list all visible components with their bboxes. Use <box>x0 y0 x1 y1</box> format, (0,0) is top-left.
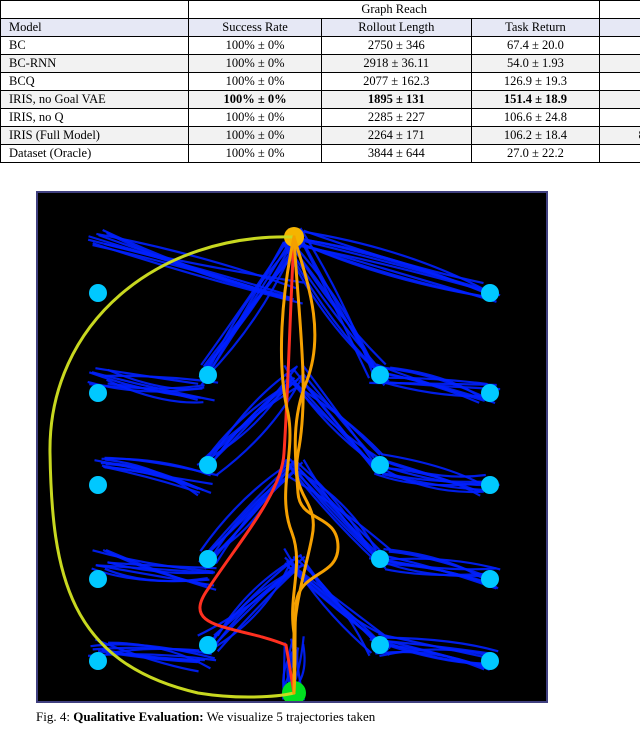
col-model: Model <box>1 19 189 37</box>
col-rollout-length: Rollout Length <box>321 19 471 37</box>
table-row: BC-RNN100% ± 0%2918 ± 36.1154.0 ± 1.9316… <box>1 55 640 73</box>
cell-tr: 27.0 ± 22.2 <box>471 145 599 163</box>
table-row: BC100% ± 0%2750 ± 34667.4 ± 20.013.7% ± … <box>1 37 640 55</box>
cell-tr: 106.6 ± 24.8 <box>471 109 599 127</box>
cell-sr2: 74.3% ± 14.9% <box>600 109 640 127</box>
table-row: BCQ100% ± 0%2077 ± 162.3126.9 ± 19.318.0… <box>1 73 640 91</box>
col-task-return: Task Return <box>471 19 599 37</box>
cell-sr: 100% ± 0% <box>189 145 321 163</box>
caption-title: Qualitative Evaluation: <box>73 709 203 724</box>
cell-rl: 2918 ± 36.11 <box>321 55 471 73</box>
cell-rl: 2285 ± 227 <box>321 109 471 127</box>
cell-model: IRIS, no Q <box>1 109 189 127</box>
cell-sr: 100% ± 0% <box>189 73 321 91</box>
table-row: IRIS, no Q100% ± 0%2285 ± 227106.6 ± 24.… <box>1 109 640 127</box>
trajectory-svg <box>38 193 548 703</box>
caption-rest: We visualize 5 trajectories taken <box>204 709 376 724</box>
cell-sr: 100% ± 0% <box>189 127 321 145</box>
group-header-next <box>600 1 640 19</box>
cell-model: IRIS (Full Model) <box>1 127 189 145</box>
table-row: IRIS (Full Model)100% ± 0%2264 ± 171106.… <box>1 127 640 145</box>
caption-label: Fig. 4: <box>36 709 70 724</box>
cell-model: BC-RNN <box>1 55 189 73</box>
cell-model: BC <box>1 37 189 55</box>
cell-model: Dataset (Oracle) <box>1 145 189 163</box>
cell-rl: 1895 ± 131 <box>321 91 471 109</box>
cell-sr2: 16.7% ± 10.6% <box>600 55 640 73</box>
figure-caption: Fig. 4: Qualitative Evaluation: We visua… <box>36 709 636 725</box>
cell-rl: 3844 ± 644 <box>321 145 471 163</box>
trajectory-plot <box>36 191 548 703</box>
cell-model: BCQ <box>1 73 189 91</box>
figure-4: Fig. 4: Qualitative Evaluation: We visua… <box>0 191 640 725</box>
group-header-graph-reach: Graph Reach <box>189 1 600 19</box>
cell-sr: 100% ± 0% <box>189 91 321 109</box>
cell-sr: 100% ± 0% <box>189 37 321 55</box>
cell-tr: 67.4 ± 20.0 <box>471 37 599 55</box>
cell-tr: 54.0 ± 1.93 <box>471 55 599 73</box>
table-row: IRIS, no Goal VAE100% ± 0%1895 ± 131151.… <box>1 91 640 109</box>
cell-rl: 2077 ± 162.3 <box>321 73 471 91</box>
cell-model: IRIS, no Goal VAE <box>1 91 189 109</box>
results-table-wrap: Graph Reach Model Success Rate Rollout L… <box>0 0 640 163</box>
cell-sr2: 81.3% ± 6.60% <box>600 127 640 145</box>
cell-sr2: 13.7% ± 7.36% <box>600 37 640 55</box>
cell-sr2: 73.0% ± 5.35% <box>600 91 640 109</box>
group-header-row: Graph Reach <box>1 1 640 19</box>
cell-sr: 100% ± 0% <box>189 109 321 127</box>
cell-tr: 106.2 ± 18.4 <box>471 127 599 145</box>
cell-sr: 100% ± 0% <box>189 55 321 73</box>
cell-sr2: 100% ± 0% <box>600 145 640 163</box>
column-header-row: Model Success Rate Rollout Length Task R… <box>1 19 640 37</box>
cell-sr2: 18.0% ± 13.5% <box>600 73 640 91</box>
table-row: Dataset (Oracle)100% ± 0%3844 ± 64427.0 … <box>1 145 640 163</box>
col-success-rate-2: Success Rate <box>600 19 640 37</box>
col-success-rate: Success Rate <box>189 19 321 37</box>
blank-corner <box>1 1 189 19</box>
results-table: Graph Reach Model Success Rate Rollout L… <box>0 0 640 163</box>
cell-tr: 126.9 ± 19.3 <box>471 73 599 91</box>
cell-tr: 151.4 ± 18.9 <box>471 91 599 109</box>
cell-rl: 2264 ± 171 <box>321 127 471 145</box>
cell-rl: 2750 ± 346 <box>321 37 471 55</box>
